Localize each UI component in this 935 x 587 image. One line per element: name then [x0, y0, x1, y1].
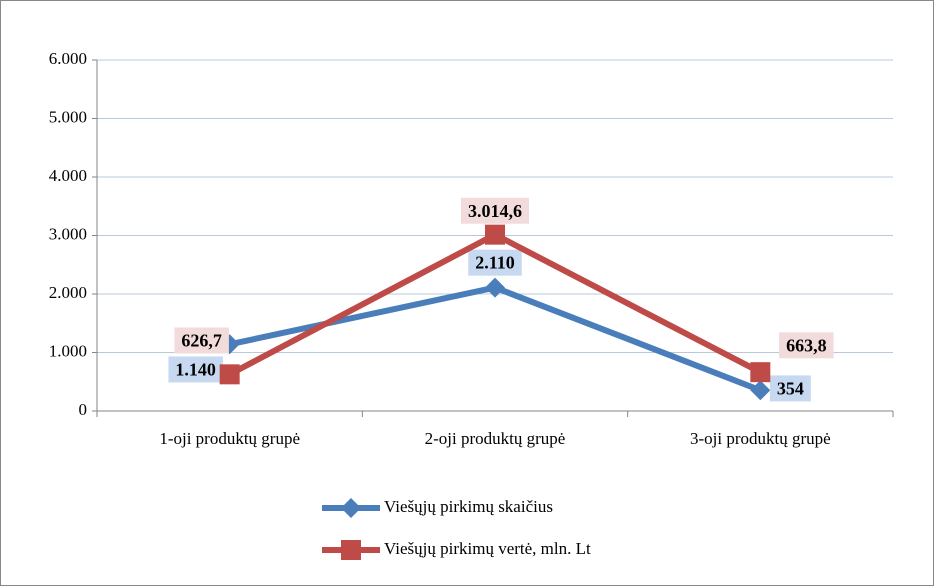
data-label: 626,7 — [181, 330, 222, 350]
data-label-bg — [168, 356, 223, 383]
data-point — [485, 224, 505, 245]
x-tick-label: 1-oji produktų grupė — [159, 429, 300, 448]
data-label-bg — [468, 249, 522, 276]
legend-marker — [341, 540, 361, 560]
data-label: 2.110 — [475, 253, 515, 273]
y-tick-label: 3.000 — [49, 224, 87, 243]
data-label-bg — [769, 375, 811, 402]
data-label-bg — [779, 332, 834, 359]
x-tick-label: 3-oji produktų grupė — [690, 429, 831, 448]
data-point — [219, 364, 240, 385]
legend-label: Viešųjų pirkimų vertė, mln. Lt — [384, 539, 591, 558]
data-point — [750, 362, 771, 383]
data-label: 3.014,6 — [468, 201, 522, 221]
y-tick-label: 1.000 — [49, 341, 87, 360]
data-label: 1.140 — [175, 359, 216, 379]
data-label-bg — [174, 327, 229, 354]
y-tick-label: 0 — [79, 400, 88, 419]
y-tick-label: 5.000 — [49, 107, 87, 126]
x-tick-label: 2-oji produktų grupė — [425, 429, 566, 448]
legend-marker — [341, 498, 361, 518]
data-label-bg — [461, 197, 529, 224]
legend-label: Viešųjų pirkimų skaičius — [384, 497, 553, 516]
data-label: 663,8 — [786, 335, 827, 355]
y-tick-label: 2.000 — [49, 283, 87, 302]
y-tick-label: 6.000 — [49, 49, 87, 68]
data-point — [485, 277, 505, 298]
data-label: 354 — [777, 378, 804, 398]
data-point — [750, 380, 771, 401]
y-tick-label: 4.000 — [49, 166, 87, 185]
